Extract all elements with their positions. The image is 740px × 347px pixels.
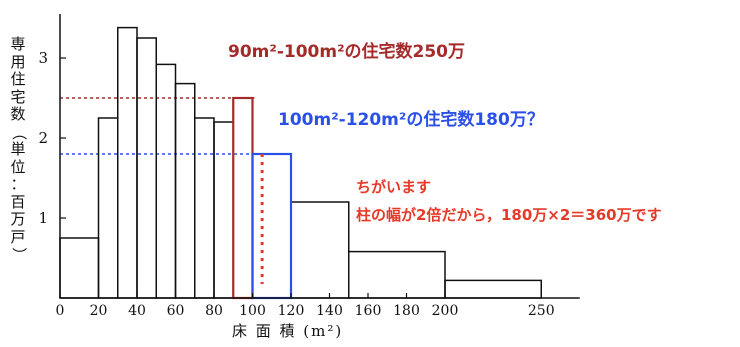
histogram-bar: [232, 97, 254, 299]
y-tick-label: 1: [38, 209, 48, 227]
y-axis-label-char: 住: [10, 70, 26, 88]
histogram-bar: [290, 201, 350, 299]
x-tick-label: 160: [355, 303, 382, 319]
histogram-bar: [155, 63, 177, 299]
y-axis-label-char: 位: [10, 157, 26, 176]
x-tick-label: 80: [205, 303, 223, 319]
y-axis-label-char: 数: [10, 105, 26, 123]
y-axis-label-char: 用: [10, 52, 26, 71]
axes: [59, 14, 580, 299]
y-axis-label-char: （: [9, 124, 28, 140]
x-tick-label: 60: [167, 303, 185, 319]
histogram-bar: [213, 121, 234, 299]
y-tick-label: 2: [38, 129, 48, 147]
x-tick-label: 200: [432, 303, 459, 319]
histogram-bar: [174, 82, 196, 299]
y-tick-label: 3: [38, 49, 48, 67]
y-axis-label-char: 戸: [10, 227, 26, 246]
histogram-bar: [117, 26, 138, 299]
y-axis-label-char: 宅: [10, 87, 26, 106]
reference-lines: [60, 97, 278, 155]
highlight-rect: [251, 152, 293, 300]
x-tick-label: 140: [316, 303, 343, 319]
x-tick-label: 20: [90, 303, 108, 319]
annotation-wrong: ちがいます: [356, 178, 432, 196]
x-tick-label: 40: [128, 303, 146, 319]
histogram-bar: [251, 153, 292, 299]
histogram-bar: [97, 117, 119, 299]
histogram-bar: [59, 237, 100, 299]
annotation-explanation: 柱の幅が2倍だから，180万×2＝360万です: [356, 206, 662, 224]
bars: [59, 26, 542, 299]
histogram-bar: [348, 250, 446, 299]
x-tick-label: 250: [528, 303, 555, 319]
x-tick-label: 180: [393, 303, 420, 319]
y-axis-label-char: ：: [10, 175, 26, 193]
y-axis-label-char: ）: [9, 247, 28, 263]
ticks: 0 20 40 60 80 100 120 140 160 180 200 250 1 2 3: [38, 49, 554, 319]
x-tick-label: 0: [56, 303, 65, 319]
x-tick-label: 120: [278, 303, 305, 319]
annotation-100-120: 100m²-120m²の住宅数180万？: [278, 110, 544, 130]
y-axis-label: 専用住宅数（単位：百万戸）: [6, 35, 30, 264]
histogram-bar: [136, 37, 157, 299]
y-axis-label-char: 専: [10, 35, 26, 53]
x-axis-label: 床 面 積 (m²): [232, 322, 344, 340]
highlight-rect: [232, 96, 254, 300]
y-axis-label-char: 単: [10, 140, 26, 158]
y-axis-label-char: 万: [10, 210, 26, 228]
histogram-bar: [194, 117, 215, 299]
histogram-bar: [444, 279, 542, 299]
x-tick-label: 100: [239, 303, 266, 319]
annotation-90-100: 90m²-100m²の住宅数250万: [228, 42, 466, 62]
y-axis-label-char: 百: [10, 192, 26, 211]
